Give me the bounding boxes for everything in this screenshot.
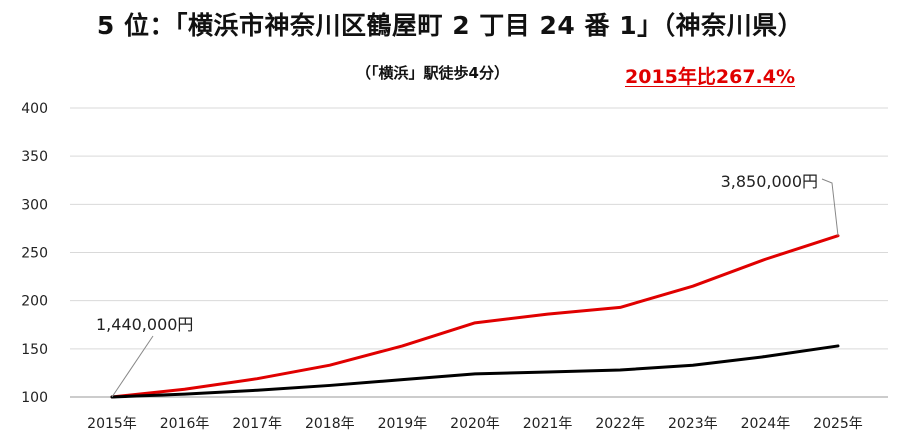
x-tick-label: 2023年 — [668, 416, 718, 432]
annotation-leader-end — [821, 178, 839, 236]
y-tick-label: 150 — [21, 342, 48, 358]
annotation-end-price: 3,850,000円 — [721, 172, 818, 191]
growth-highlight: 2015年比267.4% — [625, 66, 796, 88]
annotation-start-price: 1,440,000円 — [96, 315, 193, 334]
series-line-red — [110, 234, 840, 399]
annotations: 1,440,000円 3,850,000円 — [96, 172, 839, 398]
chart-title: 5 位：「横浜市神奈川区鶴屋町 2 丁目 24 番 1」（神奈川県） — [96, 11, 804, 40]
annotation-leader-start — [111, 335, 154, 398]
x-tick-label: 2019年 — [378, 416, 428, 432]
y-tick-label: 400 — [21, 101, 48, 117]
series-lines — [110, 234, 840, 399]
y-tick-label: 350 — [21, 149, 48, 165]
x-axis-ticks: 2015年 2016年 2017年 2018年 2019年 2020年 2021年 2022年… — [87, 416, 863, 432]
gridlines — [70, 107, 888, 398]
y-axis-ticks: 100 150 200 250 300 350 400 — [21, 101, 48, 406]
chart-subtitle: （「横浜」駅徒歩4分） — [356, 64, 509, 82]
x-tick-label: 2015年 — [87, 416, 137, 432]
y-tick-label: 200 — [21, 294, 48, 310]
x-tick-label: 2016年 — [160, 416, 210, 432]
y-tick-label: 100 — [21, 390, 48, 406]
x-tick-label: 2020年 — [450, 416, 500, 432]
x-tick-label: 2022年 — [595, 416, 645, 432]
y-tick-label: 250 — [21, 246, 48, 262]
series-line-black — [110, 344, 840, 399]
x-tick-label: 2021年 — [523, 416, 573, 432]
x-tick-label: 2025年 — [813, 416, 863, 432]
x-tick-label: 2018年 — [305, 416, 355, 432]
x-tick-label: 2024年 — [741, 416, 791, 432]
y-tick-label: 300 — [21, 197, 48, 213]
x-tick-label: 2017年 — [232, 416, 282, 432]
